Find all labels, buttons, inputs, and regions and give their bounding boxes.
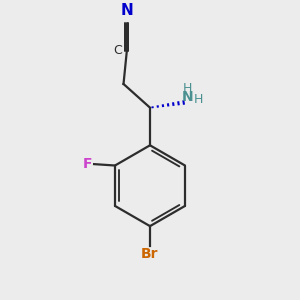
- Text: H: H: [183, 82, 192, 95]
- Text: C: C: [113, 44, 122, 57]
- Text: Br: Br: [141, 247, 159, 261]
- Text: N: N: [182, 90, 194, 104]
- Text: F: F: [83, 157, 93, 171]
- Text: N: N: [121, 3, 133, 18]
- Text: H: H: [193, 93, 203, 106]
